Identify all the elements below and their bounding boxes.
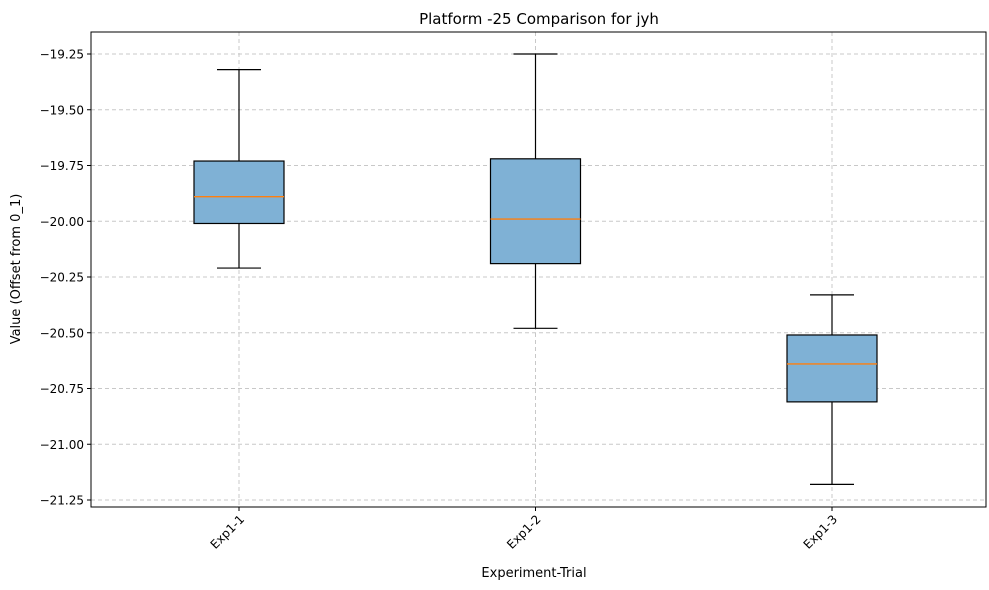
- y-tick-label: −19.75: [40, 159, 84, 173]
- iqr-box: [489, 158, 582, 265]
- x-axis-ticks: Exp1-1 Exp1-2 Exp1-3: [208, 507, 841, 552]
- iqr-box: [786, 334, 878, 403]
- chart-title: Platform -25 Comparison for jyh: [419, 10, 659, 28]
- x-tick-label: Exp1-1: [208, 512, 248, 552]
- grid-layer: [91, 32, 986, 507]
- y-tick-label: −21.25: [40, 494, 84, 508]
- y-tick-label: −20.00: [40, 215, 84, 229]
- x-axis-label: Experiment-Trial: [481, 566, 586, 581]
- y-tick-label: −20.25: [40, 271, 84, 285]
- y-tick-label: −20.50: [40, 326, 84, 340]
- x-tick-label: Exp1-3: [801, 512, 841, 552]
- y-axis-ticks: −19.25 −19.50 −19.75 −20.00 −20.25 −20.50 −20.…: [40, 48, 91, 508]
- y-tick-label: −19.25: [40, 48, 84, 62]
- iqr-box: [193, 160, 285, 225]
- y-tick-label: −19.50: [40, 103, 84, 117]
- y-tick-label: −20.75: [40, 382, 84, 396]
- y-axis-label: Value (Offset from 0_1): [9, 194, 24, 345]
- box-group-exp1-1: [193, 69, 285, 269]
- plot-frame: [90, 31, 987, 508]
- box-group-exp1-3: [786, 294, 878, 485]
- boxes-layer: [193, 53, 878, 485]
- y-tick-label: −21.00: [40, 438, 84, 452]
- x-tick-label: Exp1-2: [504, 512, 544, 552]
- box-group-exp1-2: [489, 53, 582, 329]
